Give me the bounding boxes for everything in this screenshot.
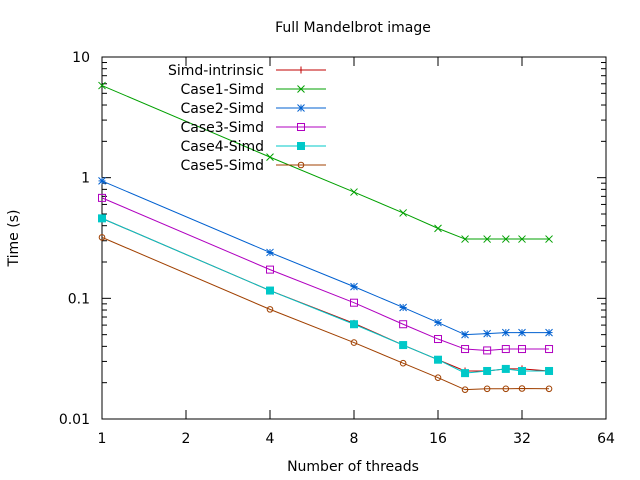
data-point [350, 298, 358, 307]
data-point [350, 188, 358, 196]
data-point [98, 177, 106, 185]
legend-swatch-marker [297, 66, 305, 74]
y-axis-label: Time (s) [6, 210, 22, 268]
x-tick-label: 4 [266, 431, 275, 447]
x-axis-label: Number of threads [287, 459, 419, 475]
data-point [399, 320, 408, 329]
data-point [518, 366, 526, 375]
legend-item: Case2-Simd [180, 101, 326, 117]
series-case5-simd [98, 234, 553, 393]
data-point [350, 282, 358, 291]
series-case4-simd [98, 214, 554, 378]
data-point [98, 234, 106, 241]
data-point [434, 318, 442, 327]
legend-item: Case3-Simd [180, 120, 326, 136]
data-point [501, 328, 510, 337]
data-point [483, 366, 492, 375]
data-point [518, 385, 526, 392]
data-point [399, 359, 407, 367]
series-case2-simd [98, 177, 553, 339]
data-point [266, 306, 274, 313]
data-point [434, 335, 442, 344]
data-point [461, 235, 469, 243]
data-point [483, 346, 492, 355]
legend-swatch-marker [297, 142, 305, 150]
data-point [98, 214, 106, 223]
axis-ticks: 1 2 4 8 16 32 64 0.01 0.1 1 10 [59, 50, 615, 447]
x-tick-label: 16 [429, 431, 447, 447]
data-point [483, 385, 491, 393]
data-point [545, 328, 553, 337]
chart-title: Full Mandelbrot image [275, 20, 431, 36]
x-tick-label: 1 [98, 431, 107, 447]
series-line [101, 217, 550, 374]
y-tick-label: 1 [81, 171, 90, 187]
data-point [501, 235, 510, 243]
y-tick-label: 0.1 [68, 291, 90, 307]
legend-label: Case1-Simd [180, 82, 264, 98]
data-point [545, 385, 553, 393]
series-case3-simd [98, 193, 554, 355]
series-line [101, 217, 550, 372]
data-point [266, 265, 274, 274]
series-line [101, 236, 550, 391]
data-point [502, 385, 510, 393]
data-point [266, 248, 274, 257]
data-point [483, 235, 491, 243]
x-tick-label: 32 [513, 431, 531, 447]
legend-label: Case5-Simd [180, 158, 264, 174]
series-line [101, 197, 550, 351]
legend-swatch-marker [297, 123, 305, 131]
legend-label: Case3-Simd [180, 120, 264, 136]
series-case1-simd [98, 81, 553, 243]
legend-label: Simd-intrinsic [168, 63, 264, 79]
data-point [545, 366, 554, 375]
data-point [461, 386, 469, 393]
legend-swatch-marker [297, 85, 305, 93]
data-point [518, 345, 526, 354]
data-point [434, 355, 442, 364]
data-point [501, 364, 510, 373]
data-point [98, 193, 106, 202]
plot-frame [101, 56, 607, 420]
legend-label: Case4-Simd [180, 139, 264, 155]
legend-swatch-marker [297, 104, 305, 112]
data-point [399, 303, 407, 312]
data-point [434, 224, 442, 233]
data-point [350, 339, 358, 346]
x-tick-label: 8 [350, 431, 359, 447]
data-point [399, 341, 408, 350]
data-point [266, 153, 274, 161]
x-tick-label: 2 [182, 431, 191, 447]
data-point [461, 330, 469, 339]
data-point [545, 345, 554, 354]
data-point [518, 328, 526, 337]
data-point [350, 320, 358, 329]
series-line [101, 85, 550, 240]
legend: Simd-intrinsic Case1-Simd Case2-Simd Case3-… [168, 63, 326, 174]
data-point [434, 374, 442, 381]
data-point [461, 345, 470, 354]
legend-item: Case5-Simd [180, 158, 326, 174]
data-point [98, 81, 106, 90]
legend-label: Case2-Simd [180, 101, 264, 117]
data-point [501, 345, 510, 354]
data-point [399, 209, 407, 217]
data-point [518, 235, 526, 243]
legend-swatch-marker [297, 161, 305, 169]
series-layer [98, 81, 554, 393]
legend-item: Simd-intrinsic [168, 63, 326, 79]
series-line [101, 180, 550, 336]
y-tick-label: 10 [72, 50, 90, 66]
data-point [545, 235, 553, 243]
legend-item: Case4-Simd [180, 139, 326, 155]
data-point [483, 329, 491, 338]
y-tick-label: 0.01 [59, 412, 90, 428]
data-point [266, 286, 274, 295]
data-point [461, 369, 470, 378]
legend-item: Case1-Simd [180, 82, 326, 98]
x-tick-label: 64 [597, 431, 615, 447]
